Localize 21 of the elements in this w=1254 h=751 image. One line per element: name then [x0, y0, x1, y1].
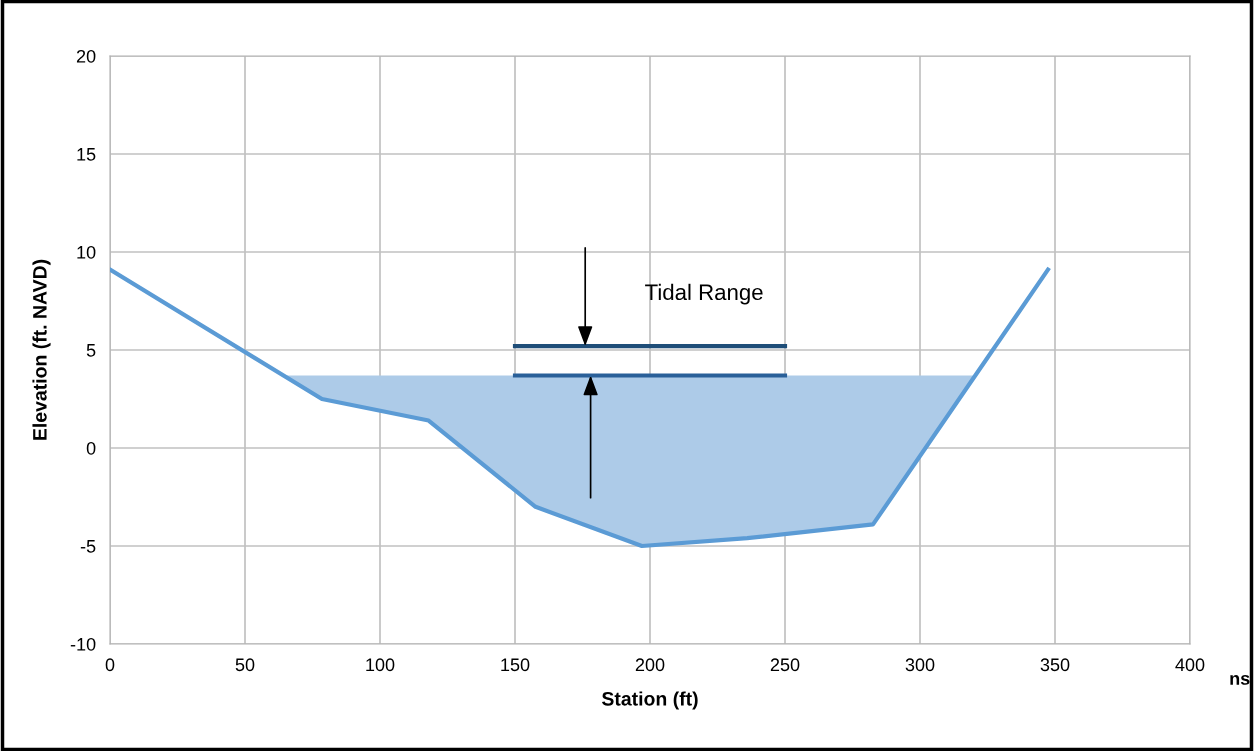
x-tick-label: 200	[635, 658, 665, 672]
y-tick-label: 20	[76, 49, 96, 63]
x-tick-label: 50	[235, 658, 255, 672]
y-tick-label: 0	[86, 441, 96, 455]
y-tick-label: 15	[77, 148, 96, 161]
x-tick-label: 0	[105, 658, 115, 672]
y-tick-label: 5	[86, 344, 96, 357]
x-tick-label: 100	[366, 658, 395, 672]
y-tick-label: -5	[80, 540, 96, 553]
x-tick-label: 150	[501, 658, 530, 672]
annotation: Tidal Range	[645, 283, 763, 305]
y-tick-label: 10	[77, 245, 96, 259]
y-axis-title: Elevation (ft. NAVD)	[32, 259, 51, 440]
y-tick-label: -10	[70, 637, 96, 651]
x-tick-label: 300	[905, 658, 935, 672]
text: ns	[1230, 674, 1250, 685]
x-tick-label: 400	[1175, 658, 1205, 672]
line-series	[110, 267, 1051, 549]
x-axis-title: Station (ft)	[601, 691, 698, 710]
x-tick-label: 250	[770, 658, 800, 672]
x-tick-label: 350	[1040, 658, 1070, 672]
